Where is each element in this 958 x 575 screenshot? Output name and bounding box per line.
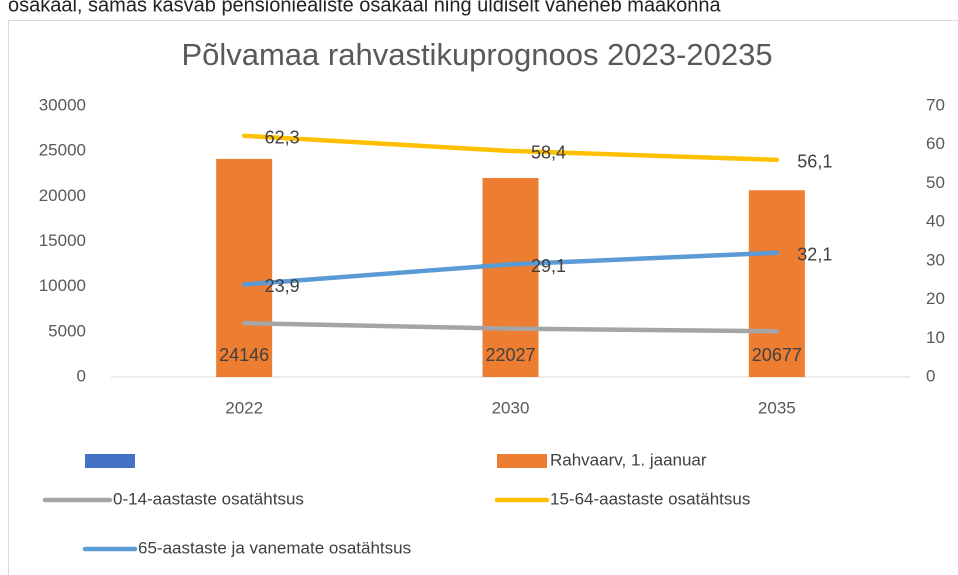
line-value-label: 58,4 xyxy=(531,143,566,163)
line-series xyxy=(241,133,780,163)
y2-tick-label: 60 xyxy=(926,134,945,153)
line-series xyxy=(241,250,780,287)
legend-label: 65-aastaste ja vanemate osatähtsus xyxy=(138,538,411,557)
legend-label: Rahvaarv, 1. jaanuar xyxy=(550,450,707,469)
bar-value-label: 22027 xyxy=(485,345,535,365)
y2-tick-label: 70 xyxy=(926,95,945,114)
line-value-label: 56,1 xyxy=(797,152,832,172)
legend-swatch xyxy=(85,454,135,468)
y-tick-label: 15000 xyxy=(39,231,86,250)
y-tick-label: 5000 xyxy=(48,321,86,340)
y2-tick-label: 10 xyxy=(926,328,945,347)
y-tick-label: 30000 xyxy=(39,95,86,114)
y-tick-label: 25000 xyxy=(39,141,86,160)
line-value-label: 29,1 xyxy=(531,256,566,276)
x-tick-label: 2030 xyxy=(492,398,530,417)
y2-tick-label: 50 xyxy=(926,173,945,192)
y-tick-label: 10000 xyxy=(39,276,86,295)
x-tick-label: 2022 xyxy=(225,398,263,417)
line-series xyxy=(241,320,780,334)
bar-value-label: 20677 xyxy=(752,345,802,365)
y2-tick-label: 40 xyxy=(926,212,945,231)
legend-label: 0-14-aastaste osatähtsus xyxy=(113,489,304,508)
legend-label: 15-64-aastaste osatähtsus xyxy=(550,489,750,508)
bar xyxy=(748,190,805,377)
legend-swatch xyxy=(497,454,547,468)
y-tick-label: 0 xyxy=(77,366,86,385)
line-value-label: 62,3 xyxy=(265,128,300,148)
y2-tick-label: 0 xyxy=(926,366,935,385)
chart-title: Põlvamaa rahvastikuprognoos 2023-20235 xyxy=(181,37,772,72)
y2-tick-label: 30 xyxy=(926,250,945,269)
x-tick-label: 2035 xyxy=(758,398,796,417)
chart-border xyxy=(8,20,958,575)
context-text: osakaal, samas kasvab pensioniealiste os… xyxy=(8,0,722,16)
bar-value-label: 24146 xyxy=(219,345,269,365)
bar xyxy=(216,158,273,377)
y-tick-label: 20000 xyxy=(39,186,86,205)
y2-tick-label: 20 xyxy=(926,289,945,308)
bar xyxy=(482,178,539,377)
line-value-label: 32,1 xyxy=(797,244,832,264)
line-value-label: 23,9 xyxy=(265,276,300,296)
